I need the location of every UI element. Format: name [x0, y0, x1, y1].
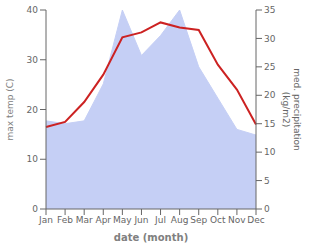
svg-text:30: 30 [264, 34, 276, 44]
svg-text:Aug: Aug [171, 215, 189, 225]
svg-text:date (month): date (month) [114, 232, 188, 243]
svg-text:35: 35 [264, 5, 275, 15]
svg-text:Jun: Jun [133, 215, 148, 225]
svg-text:med. precipitation(kg/m2): med. precipitation(kg/m2) [281, 68, 302, 150]
svg-text:0: 0 [32, 204, 38, 214]
svg-text:Jul: Jul [154, 215, 166, 225]
svg-text:Apr: Apr [95, 215, 111, 225]
svg-text:max temp (C): max temp (C) [8, 78, 15, 140]
svg-text:5: 5 [264, 176, 270, 186]
svg-text:30: 30 [27, 55, 39, 65]
svg-text:25: 25 [264, 62, 275, 72]
svg-text:15: 15 [264, 119, 275, 129]
svg-text:Feb: Feb [57, 215, 73, 225]
svg-text:Sep: Sep [190, 215, 207, 225]
svg-text:Jan: Jan [38, 215, 53, 225]
svg-text:20: 20 [27, 105, 39, 115]
svg-text:40: 40 [27, 5, 39, 15]
svg-text:0: 0 [264, 204, 270, 214]
svg-text:Dec: Dec [247, 215, 264, 225]
svg-text:May: May [113, 215, 132, 225]
svg-text:10: 10 [27, 154, 39, 164]
svg-text:Oct: Oct [210, 215, 226, 225]
svg-text:Mar: Mar [76, 215, 93, 225]
svg-text:Nov: Nov [228, 215, 246, 225]
svg-text:10: 10 [264, 147, 276, 157]
svg-text:20: 20 [264, 90, 276, 100]
